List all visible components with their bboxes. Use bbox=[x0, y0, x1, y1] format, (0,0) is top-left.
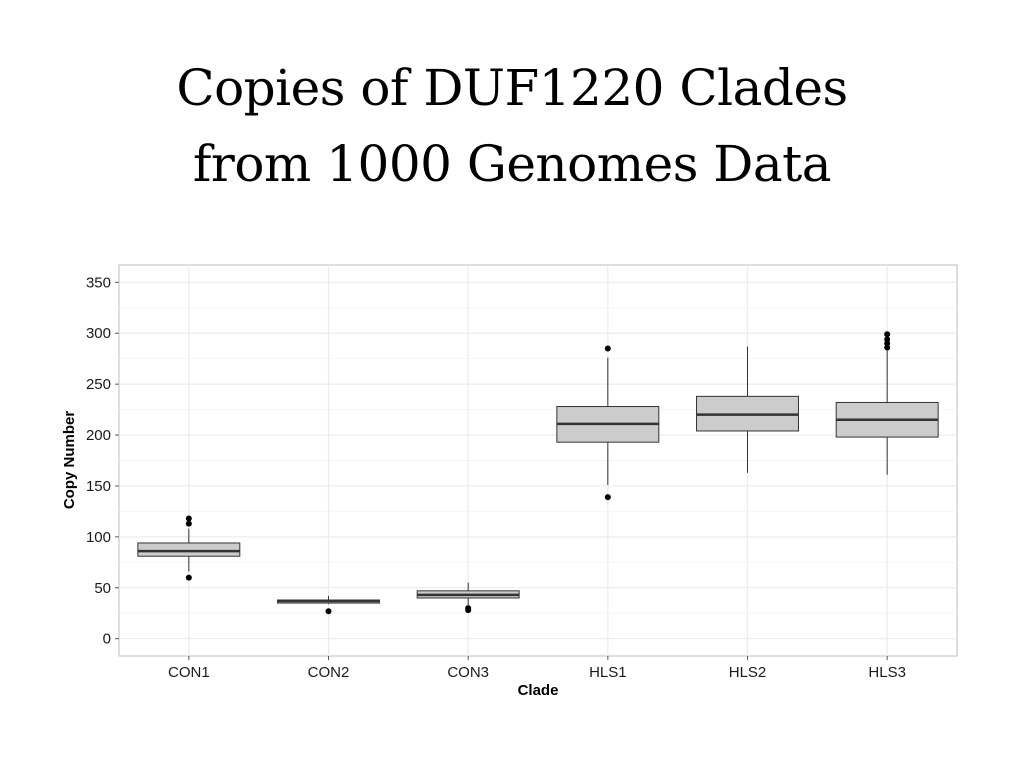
x-tick-label: HLS2 bbox=[729, 664, 767, 681]
slide-title-line-1: Copies of DUF1220 Clades bbox=[176, 59, 848, 117]
outlier-point bbox=[884, 331, 891, 338]
box-hls1 bbox=[556, 345, 660, 501]
x-tick-label: HLS1 bbox=[589, 664, 627, 681]
outlier-point bbox=[185, 574, 192, 581]
y-tick-label: 50 bbox=[94, 580, 111, 597]
y-axis-title: Copy Number bbox=[61, 411, 78, 510]
y-tick-label: 300 bbox=[86, 325, 111, 342]
outlier-point bbox=[465, 605, 472, 612]
boxes bbox=[137, 331, 939, 615]
slide-title: Copies of DUF1220 Clades from 1000 Genom… bbox=[0, 50, 1024, 202]
slide-title-line-2: from 1000 Genomes Data bbox=[192, 135, 832, 193]
outlier-point bbox=[604, 494, 611, 501]
x-tick-label: HLS3 bbox=[868, 664, 906, 681]
box-con1 bbox=[137, 515, 241, 581]
box-hls3 bbox=[835, 331, 939, 475]
outlier-point bbox=[325, 608, 332, 615]
outlier-point bbox=[884, 336, 891, 343]
y-tick-label: 150 bbox=[86, 478, 111, 495]
x-tick-label: CON3 bbox=[447, 664, 489, 681]
outlier-point bbox=[185, 515, 192, 522]
box-con3 bbox=[416, 582, 520, 614]
y-tick-label: 200 bbox=[86, 427, 111, 444]
y-tick-label: 100 bbox=[86, 529, 111, 546]
box-con2 bbox=[277, 595, 380, 615]
x-axis-title: Clade bbox=[518, 682, 559, 699]
outlier-point bbox=[604, 345, 611, 352]
x-tick-label: CON1 bbox=[168, 664, 210, 681]
y-tick-label: 350 bbox=[86, 274, 111, 291]
y-tick-label: 250 bbox=[86, 376, 111, 393]
box-iqr bbox=[137, 542, 241, 557]
x-tick-label: CON2 bbox=[308, 664, 350, 681]
y-tick-label: 0 bbox=[103, 631, 111, 648]
outlier-point bbox=[185, 520, 192, 527]
axes: 0 50 100 150 200 250 300 350 CON1 CON2 CON3 HLS1 HLS… bbox=[86, 274, 906, 681]
box-hls2 bbox=[696, 346, 799, 473]
